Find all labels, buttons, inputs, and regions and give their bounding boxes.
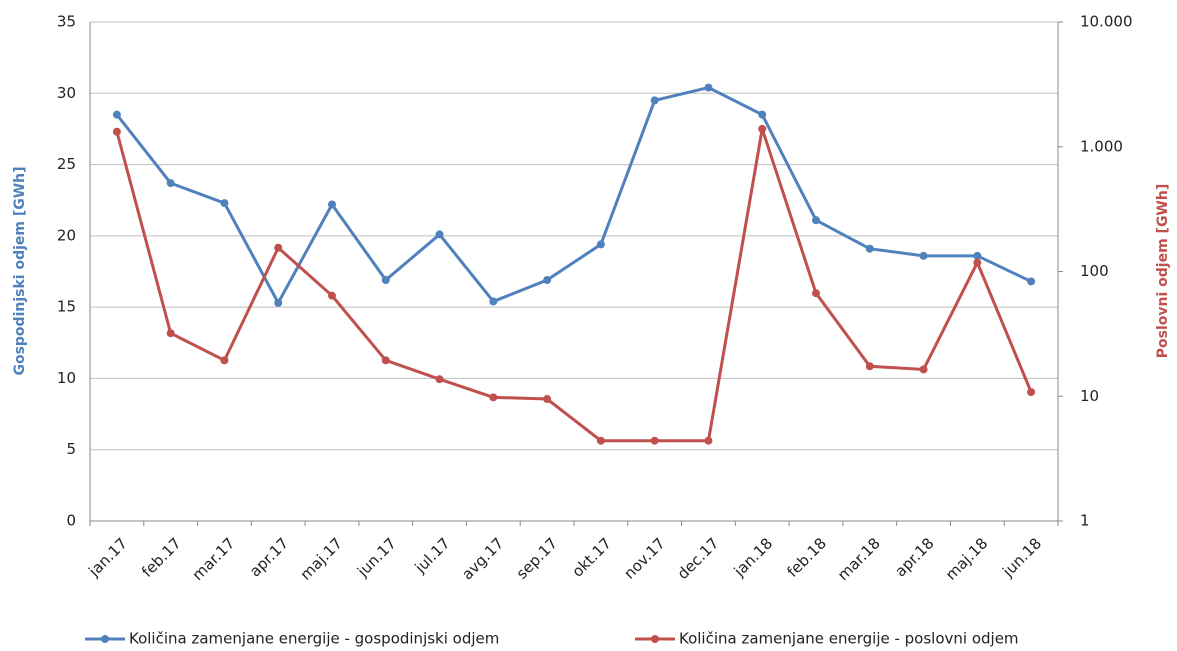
series-line	[115, 128, 1033, 443]
legend-marker	[651, 635, 659, 643]
x-tick-label: sep.17	[513, 534, 561, 582]
point	[166, 329, 175, 338]
point	[220, 356, 229, 365]
point	[919, 365, 928, 374]
point	[274, 298, 283, 307]
point	[328, 291, 336, 300]
point	[435, 375, 444, 384]
point	[381, 356, 390, 365]
legend-item: Količina zamenjane energije - gospodinjs…	[85, 630, 499, 648]
point	[704, 436, 713, 445]
x-tick-label: mar.18	[834, 534, 884, 584]
point	[166, 179, 175, 188]
point	[543, 276, 552, 285]
y-tick-label: 30	[57, 84, 76, 102]
legend-label: Količina zamenjane energije - poslovni o…	[679, 630, 1019, 648]
y-tick-label: 10	[57, 369, 76, 387]
point	[489, 297, 498, 306]
y2-tick-label: 10.000	[1080, 13, 1133, 31]
point	[865, 362, 874, 371]
y2-tick-label: 1.000	[1080, 137, 1123, 155]
x-tick-label: jun.17	[353, 534, 400, 581]
point	[812, 216, 820, 225]
point	[758, 110, 767, 119]
x-tick-label: feb.18	[783, 534, 830, 581]
y2-tick-label: 100	[1080, 262, 1109, 280]
point	[112, 127, 121, 136]
y-tick-label: 25	[57, 155, 76, 173]
y-tick-label: 0	[66, 512, 76, 530]
x-tick-label: feb.17	[138, 534, 185, 581]
point	[650, 436, 659, 445]
y-tick-label: 35	[57, 13, 76, 31]
point	[489, 393, 498, 402]
point	[220, 199, 229, 208]
point	[1027, 388, 1036, 397]
x-tick-label: apr.17	[246, 534, 292, 580]
point	[543, 395, 552, 404]
x-tick-label: mar.17	[189, 534, 239, 584]
point	[758, 124, 767, 133]
point	[596, 436, 605, 445]
x-tick-label: nov.17	[620, 534, 668, 582]
x-tick-label: maj.18	[942, 534, 991, 583]
x-tick-label: jun.18	[998, 534, 1045, 581]
point	[865, 244, 874, 253]
point	[328, 200, 336, 209]
y-tick-label: 20	[57, 226, 76, 244]
x-tick-label: okt.17	[569, 534, 615, 580]
legend-label: Količina zamenjane energije - gospodinjs…	[129, 630, 499, 648]
y-tick-label: 5	[66, 440, 76, 458]
x-tick-label: avg.17	[458, 534, 507, 583]
x-tick-label: apr.18	[891, 534, 937, 580]
point	[274, 243, 283, 252]
point	[973, 251, 982, 260]
point	[381, 276, 390, 285]
point	[812, 289, 820, 298]
x-tick-label: dec.17	[674, 534, 723, 583]
legend-marker	[101, 635, 109, 643]
y2-axis-title: Poslovni odjem [GWh]	[1155, 184, 1171, 359]
x-tick-label: jan.18	[730, 534, 776, 580]
point	[704, 83, 713, 92]
x-tick-label: maj.17	[297, 534, 346, 583]
y-tick-label: 15	[57, 298, 76, 316]
series-line	[115, 85, 1032, 307]
legend-item: Količina zamenjane energije - poslovni o…	[635, 630, 1019, 648]
point	[919, 251, 928, 260]
x-tick-label: jul.17	[411, 534, 454, 577]
point	[650, 96, 659, 105]
x-tick-label: jan.17	[84, 534, 130, 580]
y-axis-title: Gospodinjski odjem [GWh]	[12, 166, 28, 375]
point	[973, 258, 982, 267]
y2-tick-label: 1	[1080, 512, 1090, 530]
point	[596, 240, 605, 249]
point	[435, 230, 444, 239]
y2-tick-label: 10	[1080, 387, 1099, 405]
point	[112, 110, 121, 119]
point	[1027, 277, 1036, 286]
